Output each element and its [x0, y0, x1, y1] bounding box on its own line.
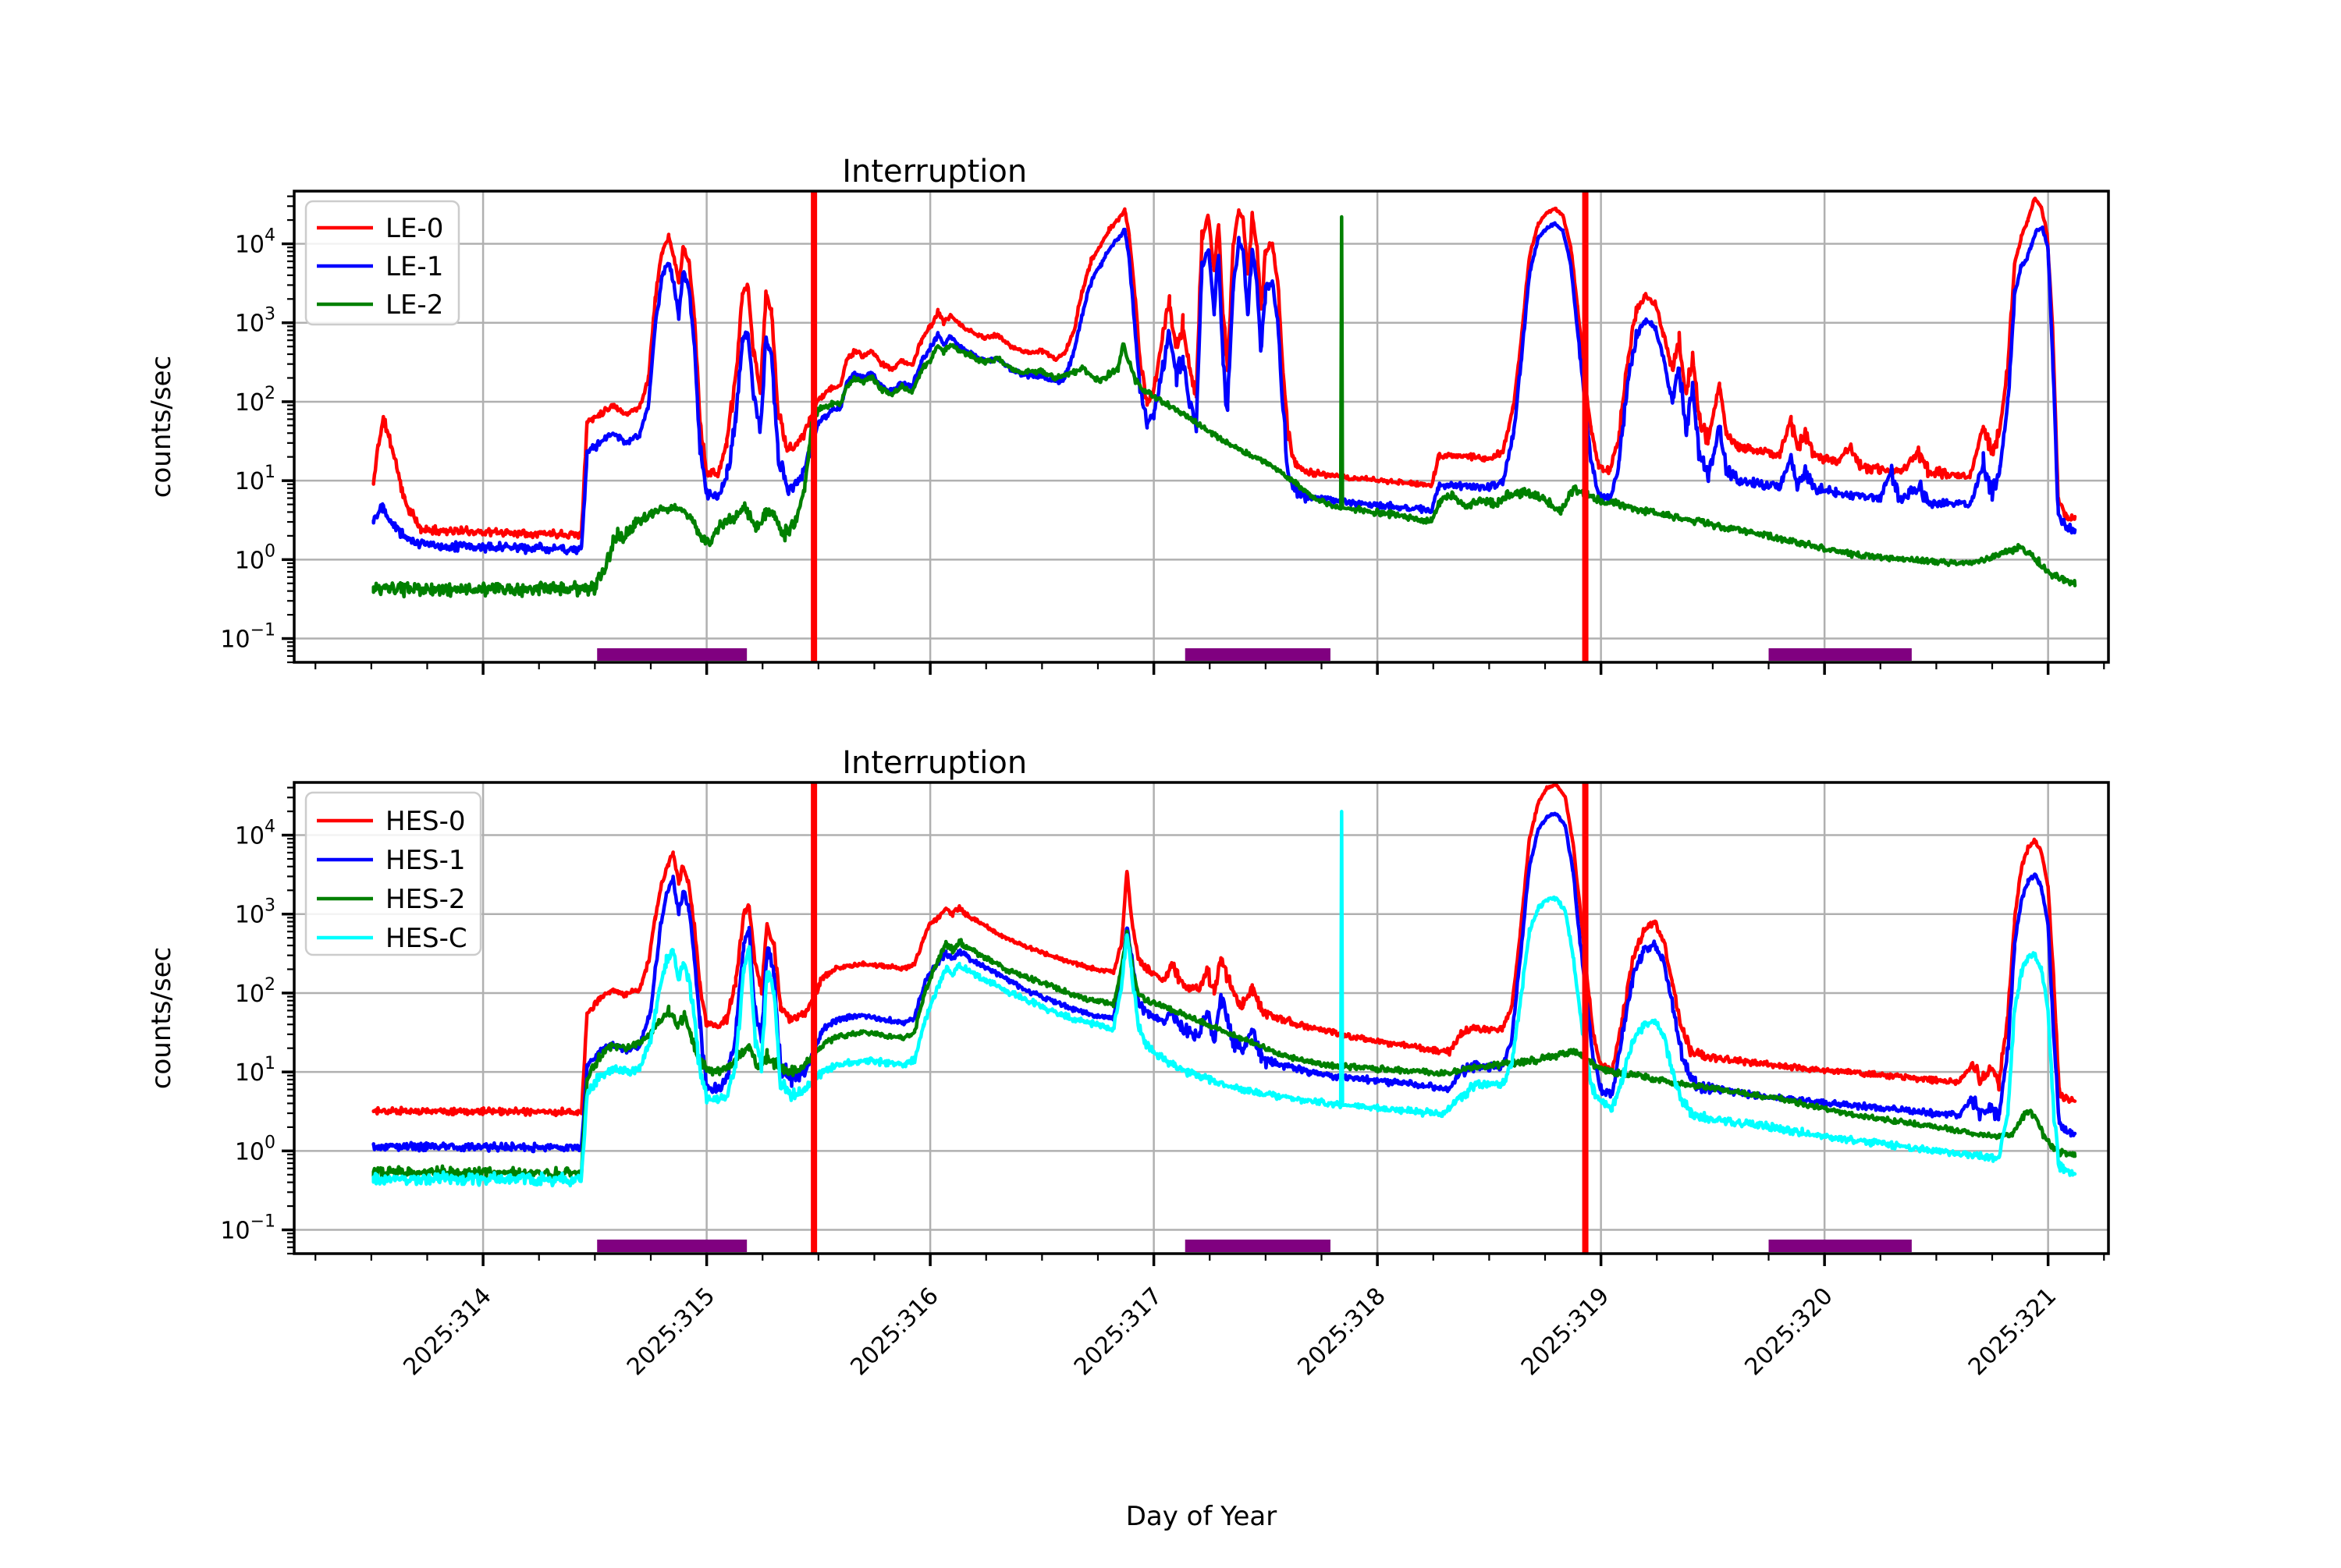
interval-bars: [597, 1240, 1912, 1252]
y-tick-label: 100: [235, 541, 275, 574]
series-line-hes-1: [371, 811, 2077, 1154]
interval-bar: [1185, 1240, 1330, 1252]
series-line-le-2: [371, 215, 2077, 599]
y-tick-label: 100: [235, 1133, 275, 1165]
interval-bar: [1768, 1240, 1912, 1252]
ticks: [282, 195, 2105, 675]
legend-label-le-1: LE-1: [385, 251, 443, 282]
series-line-hes-c: [371, 810, 2077, 1188]
series-line-hes-2: [371, 929, 2077, 1181]
y-tick-label: 102: [235, 975, 275, 1008]
y-tick-label: 10−1: [220, 621, 275, 654]
y-tick-label: 104: [235, 226, 275, 259]
series-line-le-0: [371, 197, 2077, 541]
y-axis-label: counts/sec: [146, 947, 177, 1089]
legend-label-le-2: LE-2: [385, 289, 443, 321]
ticks: [282, 786, 2105, 1266]
series-line-hes-0: [371, 782, 2077, 1118]
y-tick-label: 104: [235, 818, 275, 850]
legend-label-hes-c: HES-C: [385, 923, 467, 954]
axes-spines: [293, 781, 2110, 1255]
interval-bar: [1185, 648, 1330, 661]
y-axis-label: counts/sec: [146, 356, 177, 498]
legend: HES-0 HES-1 HES-2 HES-C: [304, 791, 482, 956]
series-lines: [371, 782, 2077, 1188]
subplot-title: Interruption: [842, 154, 1027, 190]
y-tick-label: 103: [235, 896, 275, 929]
legend: LE-0 LE-1 LE-2: [304, 200, 460, 326]
y-tick-label: 10−1: [220, 1212, 275, 1245]
x-axis-label: Day of Year: [1126, 1501, 1277, 1532]
interval-bars: [597, 648, 1912, 661]
legend-label-hes-0: HES-0: [385, 806, 466, 837]
legend-label-hes-2: HES-2: [385, 884, 466, 915]
axes-spines: [293, 190, 2110, 664]
y-tick-label: 101: [235, 1054, 275, 1087]
subplot-title: Interruption: [842, 745, 1027, 781]
interval-bar: [1768, 648, 1912, 661]
legend-label-le-0: LE-0: [385, 213, 443, 244]
legend-label-hes-1: HES-1: [385, 845, 466, 876]
interval-bar: [597, 648, 748, 661]
y-tick-label: 103: [235, 305, 275, 338]
series-line-le-1: [371, 221, 2077, 555]
y-tick-label: 101: [235, 463, 275, 495]
subplot-le: 104 103 102 101 100 10−1 counts/sec Interruptio…: [146, 154, 2110, 675]
y-tick-label: 102: [235, 384, 275, 417]
series-lines: [371, 197, 2077, 599]
interval-bar: [597, 1240, 748, 1252]
